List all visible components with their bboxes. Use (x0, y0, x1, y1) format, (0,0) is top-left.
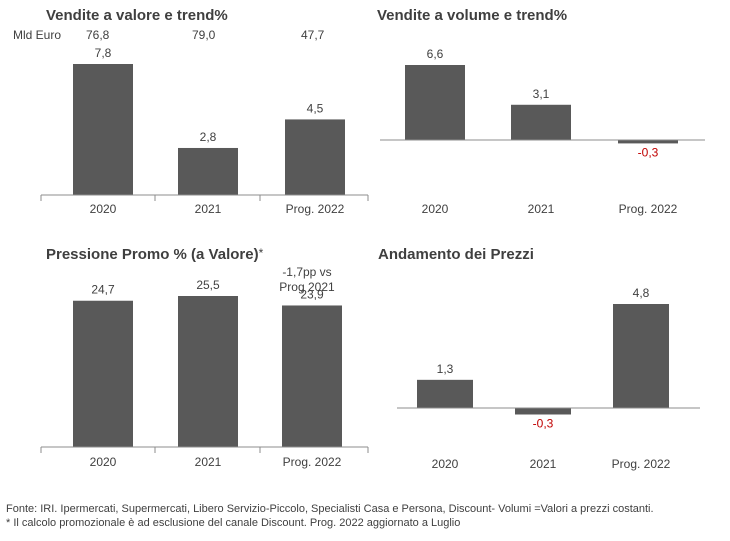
top-value-2022: 47,7 (301, 28, 325, 42)
footer-notes: Fonte: IRI. Ipermercati, Supermercati, L… (6, 502, 654, 530)
bar-prog-2022 (618, 140, 678, 144)
footer-source: Fonte: IRI. Ipermercati, Supermercati, L… (6, 503, 654, 515)
chart-title-andamento-prezzi: Andamento dei Prezzi (378, 246, 534, 263)
category-label: Prog. 2022 (612, 457, 671, 471)
category-label: 2021 (195, 455, 222, 469)
category-label: Prog. 2022 (619, 202, 678, 216)
chart-title-vendite-valore: Vendite a valore e trend% (46, 7, 228, 24)
bar-2021 (511, 104, 571, 140)
category-label: 2021 (195, 202, 222, 216)
bar-2021 (178, 147, 238, 195)
value-label: 25,5 (196, 278, 220, 292)
promo-annotation-line1: -1,7pp vs (282, 265, 332, 279)
bar-2020 (405, 65, 465, 140)
value-label: 4,8 (633, 286, 650, 300)
value-label: 4,5 (307, 101, 324, 115)
chart-title-text: Pressione Promo % (a Valore) (46, 246, 259, 263)
value-label: 2,8 (200, 130, 217, 144)
category-label: 2021 (528, 202, 555, 216)
bar-2020 (73, 300, 133, 447)
bar-2020 (417, 379, 473, 408)
bar-prog-2022 (282, 305, 342, 447)
value-label: 7,8 (95, 46, 112, 60)
value-label: 1,3 (437, 362, 454, 376)
category-label: 2021 (530, 457, 557, 471)
category-label: 2020 (90, 455, 117, 469)
chart-title-vendite-volume: Vendite a volume e trend% (377, 7, 568, 24)
value-label: 23,9 (300, 287, 324, 301)
top-value-2021: 79,0 (192, 28, 216, 42)
footer-footnote: * Il calcolo promozionale è ad esclusion… (6, 517, 461, 529)
bar-2021 (515, 408, 571, 415)
chart-title-pressione-promo: Pressione Promo % (a Valore)* (46, 246, 263, 263)
value-label: -0,3 (638, 145, 659, 159)
title-asterisk: * (258, 246, 264, 260)
value-label: 3,1 (533, 87, 550, 101)
top-value-2020: 76,8 (86, 28, 110, 42)
unit-label: Mld Euro (13, 28, 62, 42)
category-label: Prog. 2022 (283, 455, 342, 469)
bar-prog-2022 (613, 304, 669, 408)
value-label: 24,7 (91, 283, 115, 297)
value-label: -0,3 (533, 417, 554, 431)
category-label: 2020 (432, 457, 459, 471)
value-label: 6,6 (427, 47, 444, 61)
category-label: 2020 (90, 202, 117, 216)
bar-2020 (73, 64, 133, 195)
promo-annotation-line2: Prog 2021 (279, 280, 335, 294)
category-label: Prog. 2022 (286, 202, 345, 216)
category-label: 2020 (422, 202, 449, 216)
bar-prog-2022 (285, 119, 345, 195)
bar-2021 (178, 296, 238, 447)
promo-annotation: -1,7pp vs Prog 2021 (266, 265, 348, 295)
